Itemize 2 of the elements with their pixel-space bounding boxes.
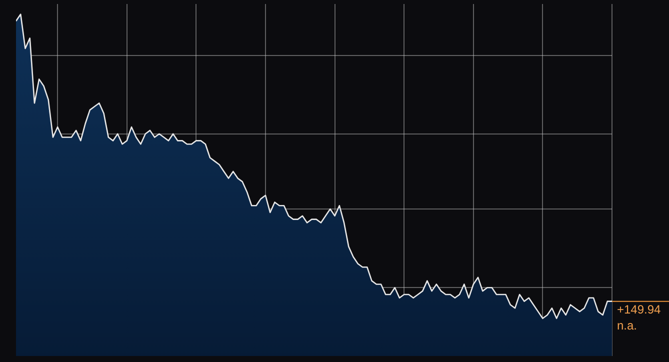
text: +149.94 <box>617 302 662 317</box>
text: n.a. <box>617 318 638 333</box>
